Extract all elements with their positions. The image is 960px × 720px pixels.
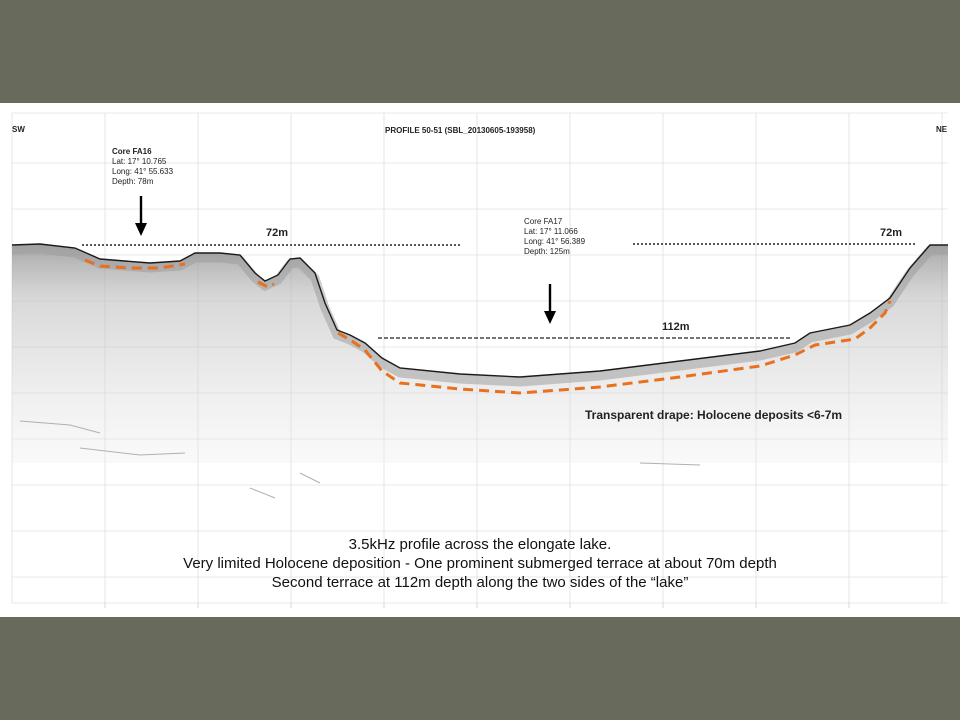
deep-reflectors — [19, 420, 701, 499]
core-fa17-depth: Depth: 125m — [524, 247, 570, 256]
core-fa16-name: Core FA16 — [112, 147, 152, 156]
sw-direction-label: SW — [12, 125, 25, 134]
depth-reference-lines — [82, 243, 915, 246]
terrace-depth-right-label: 72m — [880, 227, 903, 239]
figure-caption: 3.5kHz profile across the elongate lake.… — [0, 535, 960, 592]
core-fa17-lat: Lat: 17° 11.066 — [524, 227, 578, 236]
basin-depth-label: 112m — [662, 321, 690, 333]
profile-title: PROFILE 50-51 (SBL_20130605-193958) — [385, 126, 536, 135]
core-fa16-lat: Lat: 17° 10.765 — [112, 157, 167, 166]
ne-direction-label: NE — [936, 125, 948, 134]
holocene-base-lines — [84, 258, 892, 395]
bottom-axis-ticks — [104, 603, 850, 608]
core-fa17-name: Core FA17 — [524, 217, 563, 226]
core-fa16-info: Core FA16 Lat: 17° 10.765 Long: 41° 55.6… — [112, 147, 173, 187]
core-fa16-depth: Depth: 78m — [112, 177, 154, 186]
seafloor-line — [11, 243, 948, 378]
core-fa17-arrow — [544, 284, 556, 324]
sub-bottom-sediment — [12, 244, 948, 463]
caption-line-2: Very limited Holocene deposition - One p… — [183, 555, 777, 572]
core-fa17-long: Long: 41° 56.389 — [524, 237, 586, 246]
core-fa17-info: Core FA17 Lat: 17° 11.066 Long: 41° 56.3… — [524, 217, 585, 257]
holocene-drape-label: Transparent drape: Holocene deposits <6-… — [585, 408, 843, 422]
caption-line-3: Second terrace at 112m depth along the t… — [271, 574, 689, 591]
core-fa16-long: Long: 41° 55.633 — [112, 167, 174, 176]
seismic-profile-graphic — [11, 112, 948, 608]
terrace-depth-left-label: 72m — [266, 227, 289, 239]
core-fa16-arrow — [135, 196, 147, 236]
caption-line-1: 3.5kHz profile across the elongate lake. — [348, 536, 612, 553]
seismic-profile-panel: SW NE PROFILE 50-51 (SBL_20130605-193958… — [0, 103, 960, 617]
